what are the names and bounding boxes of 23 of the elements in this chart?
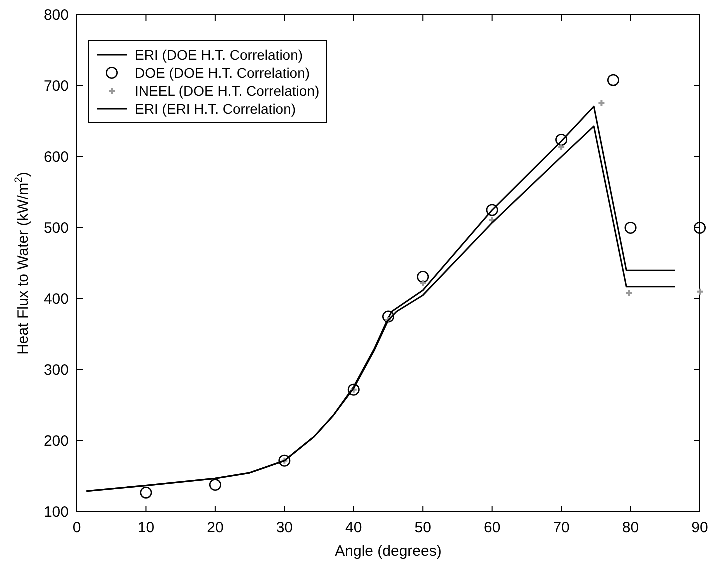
- y-tick-label: 800: [44, 6, 69, 24]
- x-tick-label: 80: [622, 520, 640, 537]
- x-tick-label: 10: [138, 520, 155, 537]
- y-tick-label: 400: [44, 290, 69, 308]
- x-axis-title: Angle (degrees): [335, 543, 442, 560]
- x-tick-label: 0: [72, 520, 82, 537]
- y-tick-label: 200: [44, 432, 69, 450]
- x-tick-label: 20: [207, 520, 224, 537]
- x-tick-label: 60: [484, 520, 501, 537]
- x-tick-label: 70: [553, 520, 570, 537]
- y-tick-label: 500: [44, 220, 69, 237]
- x-tick-label: 30: [276, 520, 294, 537]
- x-tick-label: 50: [414, 520, 432, 537]
- x-tick-label: 40: [346, 520, 362, 537]
- legend-label: ERI (DOE H.T. Correlation): [135, 47, 304, 63]
- legend-label: INEEL (DOE H.T. Correlation): [135, 83, 320, 99]
- x-tick-label: 90: [692, 520, 708, 537]
- y-tick-label: 700: [44, 78, 69, 95]
- legend-label: ERI (ERI H.T. Correlation): [135, 101, 296, 117]
- legend-label: DOE (DOE H.T. Correlation): [135, 65, 310, 81]
- y-tick-label: 600: [44, 148, 69, 166]
- y-tick-label: 300: [44, 362, 69, 379]
- y-tick-label: 100: [44, 504, 69, 521]
